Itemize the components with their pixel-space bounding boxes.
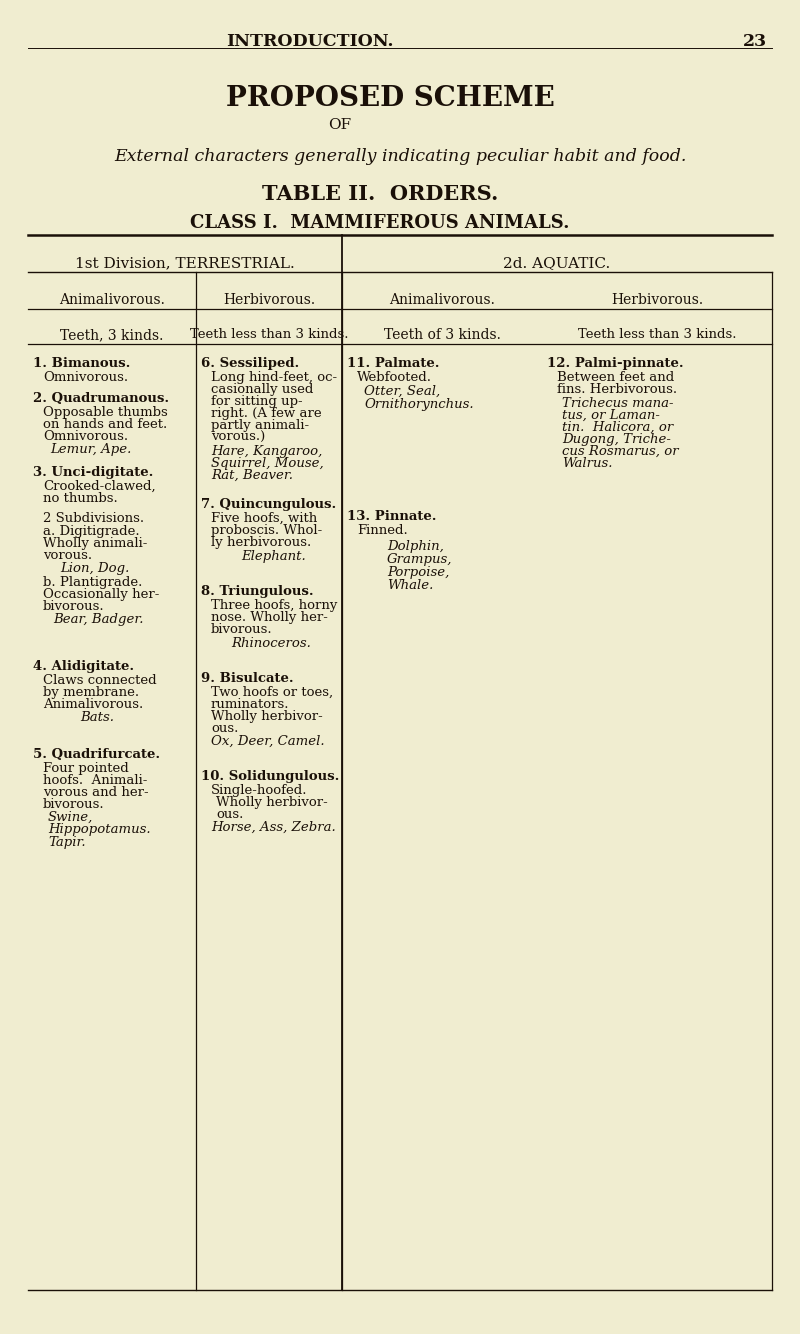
Text: Squirrel, Mouse,: Squirrel, Mouse, (211, 458, 324, 470)
Text: Crooked-clawed,: Crooked-clawed, (43, 480, 156, 494)
Text: Ox, Deer, Camel.: Ox, Deer, Camel. (211, 735, 325, 748)
Text: 13. Pinnate.: 13. Pinnate. (347, 510, 437, 523)
Text: Walrus.: Walrus. (562, 458, 613, 470)
Text: right. (A few are: right. (A few are (211, 407, 322, 420)
Text: Herbivorous.: Herbivorous. (223, 293, 315, 307)
Text: Wholly herbivor-: Wholly herbivor- (211, 710, 322, 723)
Text: Rat, Beaver.: Rat, Beaver. (211, 470, 293, 482)
Text: vorous and her-: vorous and her- (43, 786, 149, 799)
Text: Four pointed: Four pointed (43, 762, 129, 775)
Text: Dolphin,: Dolphin, (387, 540, 444, 554)
Text: proboscis. Whol-: proboscis. Whol- (211, 524, 322, 538)
Text: a. Digitigrade.: a. Digitigrade. (43, 526, 140, 538)
Text: Hare, Kangaroo,: Hare, Kangaroo, (211, 446, 322, 458)
Text: Elephant.: Elephant. (241, 550, 306, 563)
Text: for sitting up-: for sitting up- (211, 395, 302, 408)
Text: Animalivorous.: Animalivorous. (389, 293, 495, 307)
Text: 2 Subdivisions.: 2 Subdivisions. (43, 512, 144, 526)
Text: Teeth less than 3 kinds.: Teeth less than 3 kinds. (578, 328, 736, 342)
Text: CLASS I.  MAMMIFEROUS ANIMALS.: CLASS I. MAMMIFEROUS ANIMALS. (190, 213, 570, 232)
Text: Webfooted.: Webfooted. (357, 371, 432, 384)
Text: Lion, Dog.: Lion, Dog. (60, 562, 130, 575)
Text: Between feet and: Between feet and (557, 371, 674, 384)
Text: 12. Palmi-pinnate.: 12. Palmi-pinnate. (547, 358, 684, 370)
Text: Porpoise,: Porpoise, (387, 566, 450, 579)
Text: TABLE II.  ORDERS.: TABLE II. ORDERS. (262, 184, 498, 204)
Text: 5. Quadrifurcate.: 5. Quadrifurcate. (33, 748, 160, 760)
Text: External characters generally indicating peculiar habit and food.: External characters generally indicating… (114, 148, 686, 165)
Text: vorous.: vorous. (43, 550, 92, 562)
Text: Finned.: Finned. (357, 524, 408, 538)
Text: 1. Bimanous.: 1. Bimanous. (33, 358, 130, 370)
Text: Five hoofs, with: Five hoofs, with (211, 512, 318, 526)
Text: Animalivorous.: Animalivorous. (43, 698, 143, 711)
Text: ous.: ous. (216, 808, 243, 820)
Text: 6. Sessiliped.: 6. Sessiliped. (201, 358, 299, 370)
Text: 2. Quadrumanous.: 2. Quadrumanous. (33, 392, 169, 406)
Text: vorous.): vorous.) (211, 431, 266, 444)
Text: casionally used: casionally used (211, 383, 314, 396)
Text: 4. Alidigitate.: 4. Alidigitate. (33, 660, 134, 672)
Text: cus Rosmarus, or: cus Rosmarus, or (562, 446, 678, 458)
Text: ruminators.: ruminators. (211, 698, 290, 711)
Text: Teeth of 3 kinds.: Teeth of 3 kinds. (383, 328, 501, 342)
Text: OF: OF (329, 117, 351, 132)
Text: Otter, Seal,: Otter, Seal, (364, 386, 440, 398)
Text: Omnivorous.: Omnivorous. (43, 430, 128, 443)
Text: Bear, Badger.: Bear, Badger. (53, 614, 143, 626)
Text: 9. Bisulcate.: 9. Bisulcate. (201, 672, 294, 684)
Text: Swine,: Swine, (48, 811, 94, 824)
Text: Long hind-feet, oc-: Long hind-feet, oc- (211, 371, 337, 384)
Text: Animalivorous.: Animalivorous. (59, 293, 165, 307)
Text: Hippopotamus.: Hippopotamus. (48, 823, 150, 836)
Text: Lemur, Ape.: Lemur, Ape. (50, 443, 131, 456)
Text: Wholly animali-: Wholly animali- (43, 538, 147, 550)
Text: bivorous.: bivorous. (43, 600, 105, 614)
Text: 3. Unci-digitate.: 3. Unci-digitate. (33, 466, 154, 479)
Text: Trichecus mana-: Trichecus mana- (562, 398, 674, 410)
Text: Wholly herbivor-: Wholly herbivor- (216, 796, 328, 808)
Text: Dugong, Triche-: Dugong, Triche- (562, 434, 671, 446)
Text: Teeth, 3 kinds.: Teeth, 3 kinds. (60, 328, 164, 342)
Text: partly animali-: partly animali- (211, 419, 309, 432)
Text: bivorous.: bivorous. (211, 623, 273, 636)
Text: Whale.: Whale. (387, 579, 434, 592)
Text: INTRODUCTION.: INTRODUCTION. (226, 33, 394, 49)
Text: no thumbs.: no thumbs. (43, 492, 118, 506)
Text: PROPOSED SCHEME: PROPOSED SCHEME (226, 85, 554, 112)
Text: hoofs.  Animali-: hoofs. Animali- (43, 774, 147, 787)
Text: Teeth less than 3 kinds.: Teeth less than 3 kinds. (190, 328, 348, 342)
Text: on hands and feet.: on hands and feet. (43, 418, 167, 431)
Text: Claws connected: Claws connected (43, 674, 157, 687)
Text: Single-hoofed.: Single-hoofed. (211, 784, 307, 796)
Text: 10. Solidungulous.: 10. Solidungulous. (201, 770, 339, 783)
Text: Ornithorynchus.: Ornithorynchus. (364, 398, 474, 411)
Text: 2d. AQUATIC.: 2d. AQUATIC. (503, 256, 610, 269)
Text: Horse, Ass, Zebra.: Horse, Ass, Zebra. (211, 820, 336, 834)
Text: Herbivorous.: Herbivorous. (611, 293, 703, 307)
Text: Three hoofs, horny: Three hoofs, horny (211, 599, 338, 612)
Text: Two hoofs or toes,: Two hoofs or toes, (211, 686, 333, 699)
Text: ous.: ous. (211, 722, 238, 735)
Text: 1st Division, TERRESTRIAL.: 1st Division, TERRESTRIAL. (75, 256, 295, 269)
Text: 11. Palmate.: 11. Palmate. (347, 358, 439, 370)
Text: Tapir.: Tapir. (48, 836, 86, 848)
Text: Opposable thumbs: Opposable thumbs (43, 406, 168, 419)
Text: Bats.: Bats. (80, 711, 114, 724)
Text: bivorous.: bivorous. (43, 798, 105, 811)
Text: Grampus,: Grampus, (387, 554, 453, 566)
Text: by membrane.: by membrane. (43, 686, 139, 699)
Text: nose. Wholly her-: nose. Wholly her- (211, 611, 328, 624)
Text: b. Plantigrade.: b. Plantigrade. (43, 576, 142, 590)
Text: Occasionally her-: Occasionally her- (43, 588, 159, 602)
Text: Omnivorous.: Omnivorous. (43, 371, 128, 384)
Text: ly herbivorous.: ly herbivorous. (211, 536, 311, 550)
Text: 8. Triungulous.: 8. Triungulous. (201, 586, 314, 598)
Text: 23: 23 (743, 33, 767, 49)
Text: fins. Herbivorous.: fins. Herbivorous. (557, 383, 677, 396)
Text: 7. Quincungulous.: 7. Quincungulous. (201, 498, 336, 511)
Text: tus, or Laman-: tus, or Laman- (562, 410, 660, 422)
Text: Rhinoceros.: Rhinoceros. (231, 638, 311, 650)
Text: tin.  Halicora, or: tin. Halicora, or (562, 422, 674, 434)
